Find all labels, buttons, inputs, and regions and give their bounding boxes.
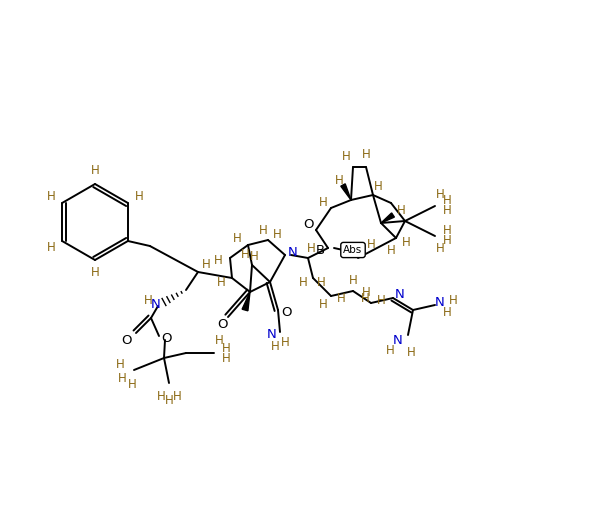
Text: H: H xyxy=(442,306,452,320)
Text: H: H xyxy=(128,377,136,391)
Polygon shape xyxy=(341,184,351,200)
Text: H: H xyxy=(222,341,230,355)
Text: H: H xyxy=(259,225,267,237)
Text: H: H xyxy=(215,334,223,348)
Text: H: H xyxy=(442,234,452,248)
Text: O: O xyxy=(162,331,172,344)
Text: H: H xyxy=(401,236,411,250)
Text: H: H xyxy=(449,294,457,306)
Text: O: O xyxy=(282,306,293,320)
Text: H: H xyxy=(217,277,225,289)
Text: H: H xyxy=(436,188,444,200)
Text: H: H xyxy=(157,391,165,403)
Text: N: N xyxy=(267,328,277,340)
Text: H: H xyxy=(442,205,452,217)
Text: H: H xyxy=(241,249,249,261)
Text: H: H xyxy=(341,151,351,163)
Text: H: H xyxy=(173,391,181,403)
Text: H: H xyxy=(376,294,386,306)
Text: H: H xyxy=(360,293,370,305)
Text: H: H xyxy=(47,190,55,203)
Text: H: H xyxy=(387,243,395,257)
Text: H: H xyxy=(222,351,230,365)
Text: H: H xyxy=(319,297,327,311)
Text: H: H xyxy=(116,358,124,372)
Text: H: H xyxy=(436,242,444,254)
Text: H: H xyxy=(118,372,126,384)
Text: H: H xyxy=(214,253,222,267)
Text: N: N xyxy=(395,288,405,302)
Text: H: H xyxy=(442,225,452,237)
Text: H: H xyxy=(201,258,211,270)
Text: B: B xyxy=(315,243,324,257)
Text: H: H xyxy=(91,267,99,279)
Text: H: H xyxy=(362,287,370,299)
Polygon shape xyxy=(242,292,250,311)
Text: H: H xyxy=(349,275,357,287)
Text: H: H xyxy=(362,147,370,161)
Text: O: O xyxy=(217,319,227,331)
Text: N: N xyxy=(393,333,403,347)
Text: H: H xyxy=(442,195,452,208)
Text: H: H xyxy=(397,205,405,217)
Text: H: H xyxy=(250,250,258,262)
Text: H: H xyxy=(47,241,55,254)
Text: H: H xyxy=(233,233,241,245)
Text: Abs: Abs xyxy=(343,245,363,255)
Text: H: H xyxy=(335,173,343,187)
Text: H: H xyxy=(165,394,173,408)
Text: O: O xyxy=(121,333,131,347)
Polygon shape xyxy=(381,213,394,223)
Text: N: N xyxy=(151,298,161,312)
Text: H: H xyxy=(271,340,279,352)
Text: H: H xyxy=(299,277,307,289)
Text: H: H xyxy=(337,293,345,305)
Text: H: H xyxy=(135,190,144,203)
Text: H: H xyxy=(281,337,289,349)
Text: H: H xyxy=(386,343,394,357)
Text: H: H xyxy=(272,228,282,242)
Text: H: H xyxy=(367,238,375,252)
Text: H: H xyxy=(319,197,327,209)
Text: H: H xyxy=(373,181,382,193)
Text: H: H xyxy=(307,242,315,254)
Text: H: H xyxy=(316,277,326,289)
Text: O: O xyxy=(304,218,314,232)
Text: H: H xyxy=(144,294,152,306)
Text: N: N xyxy=(288,245,298,259)
Text: H: H xyxy=(406,347,416,359)
Text: H: H xyxy=(91,164,99,178)
Text: N: N xyxy=(435,296,445,308)
